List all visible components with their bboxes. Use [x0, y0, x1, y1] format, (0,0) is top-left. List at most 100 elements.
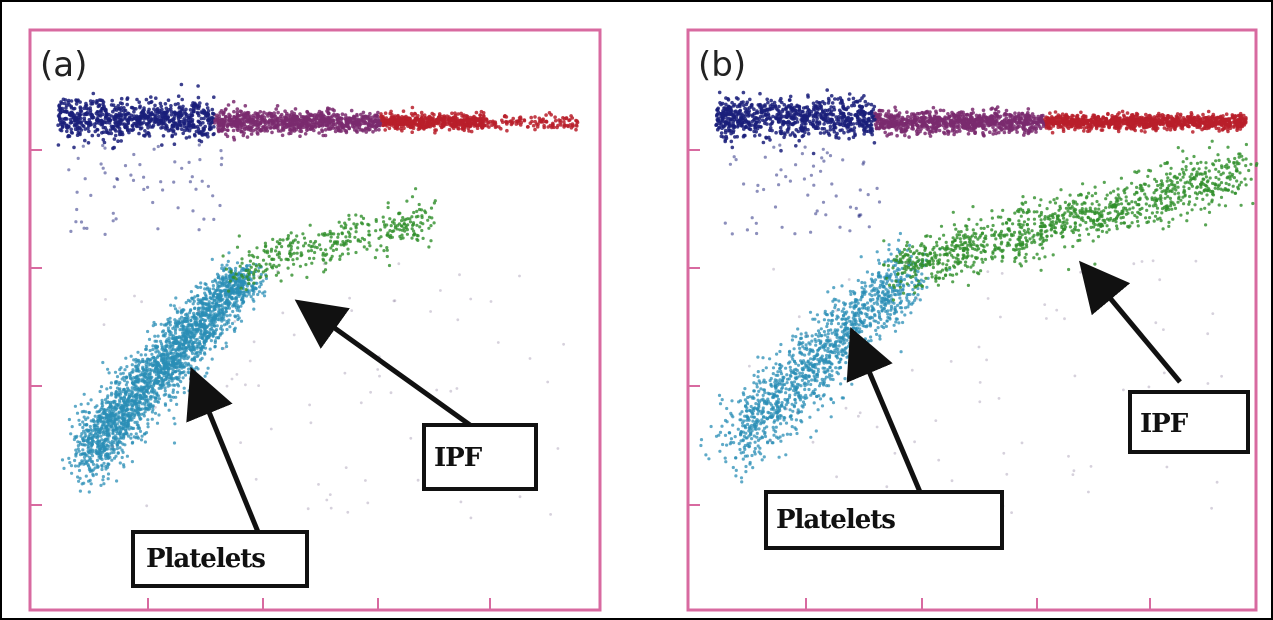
rbc-point [69, 99, 74, 103]
rbc-point [289, 131, 293, 135]
platelet-point [225, 327, 229, 332]
rbc-point [138, 104, 142, 108]
platelet-point [156, 354, 160, 358]
platelet-point [133, 409, 137, 413]
platelet-point [146, 422, 150, 426]
platelet-point [124, 428, 128, 432]
noise-point [202, 217, 206, 221]
platelet-point [166, 371, 170, 375]
platelet-point [230, 321, 235, 326]
rbc-point [413, 120, 418, 124]
rbc-point [386, 119, 391, 123]
platelet-point [130, 460, 134, 464]
rbc-point [556, 123, 560, 128]
platelet-point [241, 293, 245, 297]
rbc-point [375, 124, 379, 129]
platelet-point [219, 324, 224, 328]
ipf-point [247, 253, 251, 257]
platelet-point [86, 449, 90, 453]
rbc-point [153, 103, 157, 108]
platelet-point [155, 362, 159, 366]
platelet-point [182, 391, 186, 395]
platelet-point [99, 419, 103, 423]
rbc-point [245, 135, 250, 139]
platelet-point [173, 422, 177, 426]
platelet-point [111, 407, 115, 412]
platelet-point [114, 425, 118, 429]
platelet-point [232, 301, 237, 305]
platelet-point [111, 428, 115, 432]
rbc-point [240, 117, 244, 121]
platelet-point [181, 326, 185, 330]
rbc-point [422, 119, 426, 123]
rbc-point [456, 126, 461, 131]
ipf-point [348, 239, 352, 244]
platelet-point [135, 375, 139, 379]
platelet-point [138, 400, 142, 404]
platelet-point [140, 434, 144, 438]
ipf-point [227, 289, 231, 293]
rbc-point [123, 116, 127, 121]
platelet-point [197, 381, 201, 385]
platelet-point [223, 312, 227, 316]
platelet-point [167, 408, 171, 412]
platelet-point [150, 352, 154, 356]
platelet-point [146, 381, 151, 385]
rbc-point [114, 129, 118, 133]
platelet-point [226, 259, 230, 263]
ipf-point [274, 265, 279, 269]
rbc-point [139, 126, 144, 130]
platelet-point [203, 329, 207, 333]
rbc-point [238, 126, 242, 131]
ipf-point [291, 258, 295, 262]
ipf-point [292, 262, 296, 266]
ipf-point [400, 219, 404, 223]
platelet-point [166, 354, 170, 358]
rbc-point [406, 124, 410, 128]
platelet-point [150, 375, 154, 379]
rbc-point [261, 125, 266, 130]
rbc-point [182, 124, 187, 129]
noise-point [191, 209, 195, 213]
rbc-point [514, 119, 519, 124]
ipf-point [321, 257, 325, 261]
noise-point [187, 160, 191, 164]
rbc-point [224, 132, 228, 136]
rbc-point [231, 99, 236, 104]
rbc-point [186, 123, 190, 128]
platelet-point [110, 458, 114, 462]
noise-point [123, 164, 128, 168]
rbc-point [505, 128, 509, 133]
ipf-point [395, 227, 399, 231]
ipf-point [301, 232, 305, 236]
platelet-point [242, 290, 246, 294]
platelet-point [167, 379, 171, 383]
platelet-point [183, 373, 188, 377]
ipf-point [334, 241, 338, 245]
ipf-point [299, 254, 303, 258]
rbc-point [232, 123, 236, 127]
platelet-point [89, 482, 93, 486]
platelet-point [117, 425, 121, 429]
rbc-point [157, 114, 161, 119]
rbc-point [335, 113, 339, 117]
rbc-point [96, 110, 100, 114]
platelet-point [238, 292, 242, 296]
ipf-point [417, 202, 421, 207]
platelet-point [97, 427, 101, 432]
rbc-point [544, 119, 548, 124]
platelet-point [209, 339, 213, 343]
rbc-point [82, 118, 87, 123]
platelet-point [156, 334, 160, 338]
platelet-point [139, 438, 144, 442]
rbc-point [485, 123, 489, 128]
ipf-point [305, 275, 309, 279]
platelet-point [85, 438, 89, 443]
platelet-point [212, 307, 216, 311]
rbc-point [431, 120, 436, 125]
platelet-point [88, 469, 92, 473]
rbc-point [251, 118, 255, 122]
rbc-point [172, 142, 177, 146]
platelet-point [130, 363, 134, 367]
platelet-point [155, 365, 159, 369]
